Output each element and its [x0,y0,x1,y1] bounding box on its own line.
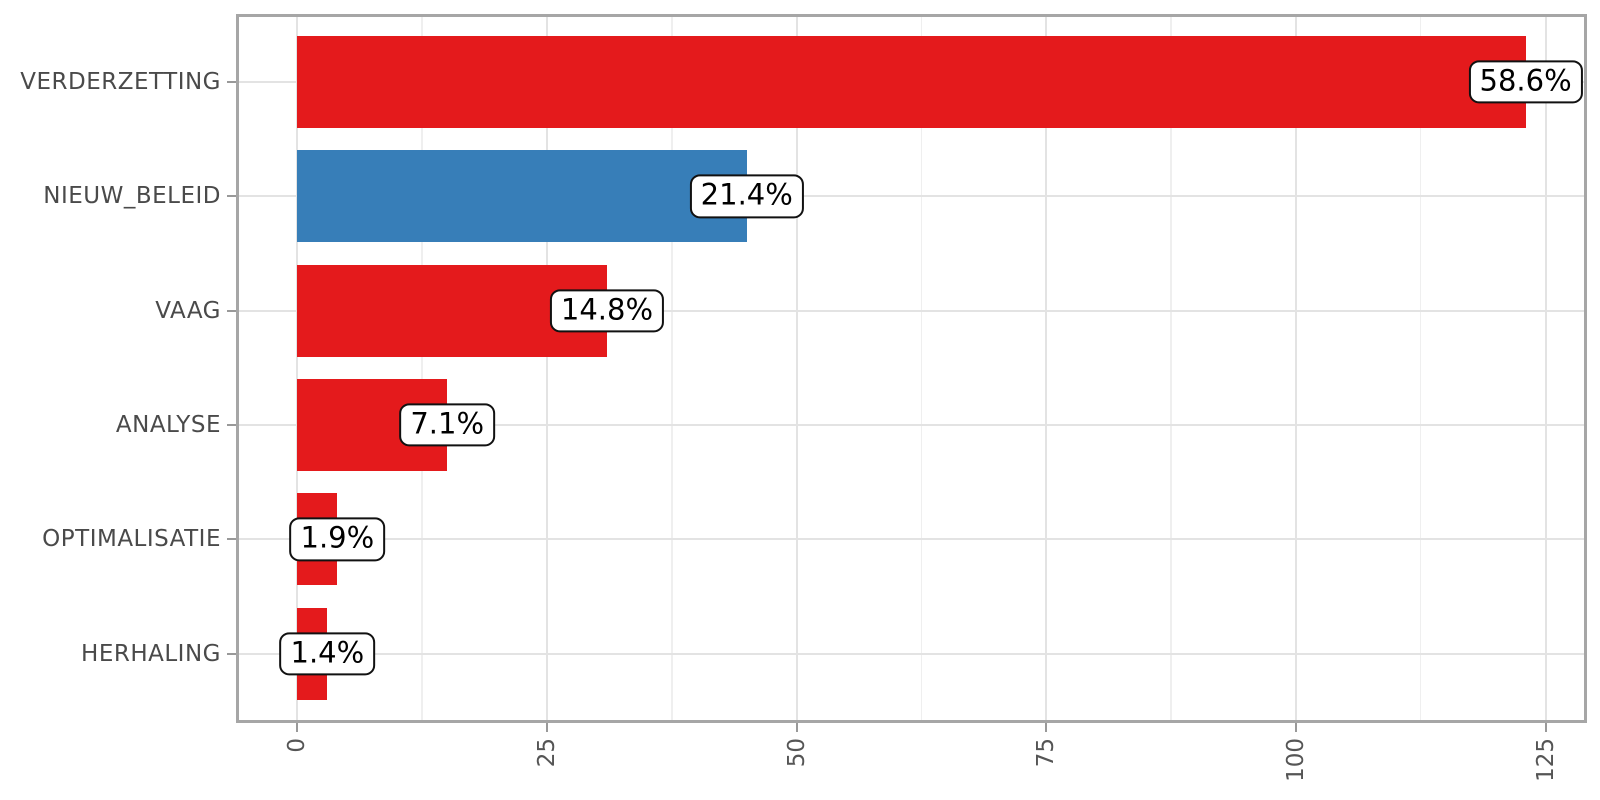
y-axis-label-nieuw_beleid: NIEUW_BELEID [43,183,221,210]
x-axis-tick-label-125: 125 [1532,738,1559,782]
gridline-minor-vertical [1170,17,1172,720]
x-axis-tick-label-100: 100 [1282,738,1309,782]
x-axis-tick-mark [1045,723,1048,732]
value-label-herhaling: 1.4% [279,631,376,676]
y-axis-label-vaag: VAAG [155,297,221,324]
gridline-major-horizontal [239,423,1584,426]
x-axis-tick-mark [795,723,798,732]
x-axis-tick-label-25: 25 [534,738,561,768]
gridline-major-vertical [1045,17,1048,720]
gridline-major-vertical [1544,17,1547,720]
y-axis-label-analyse: ANALYSE [115,411,221,438]
x-axis-tick-label-0: 0 [284,738,311,753]
y-axis-tick-mark [227,309,236,312]
x-axis-tick-label-50: 50 [783,738,810,768]
gridline-major-horizontal [239,538,1584,541]
gridline-minor-vertical [920,17,923,720]
value-label-vaag: 14.8% [549,288,665,333]
y-axis-tick-mark [227,538,236,541]
gridline-minor-vertical [1419,17,1422,720]
value-label-nieuw_beleid: 21.4% [689,174,804,218]
gridline-major-vertical [546,17,549,720]
value-label-optimalisatie: 1.9% [289,517,386,561]
y-axis-tick-mark [227,81,236,83]
y-axis-tick-mark [227,423,236,426]
plot-panel [236,14,1587,723]
gridline-major-horizontal [239,195,1584,198]
gridline-major-horizontal [239,309,1584,312]
y-axis-label-verderzetting: VERDERZETTING [20,69,221,95]
y-axis-tick-mark [227,652,236,655]
y-axis-tick-mark [227,195,236,198]
gridline-major-horizontal [239,652,1584,655]
value-label-verderzetting: 58.6% [1468,60,1583,104]
bar-verderzetting [297,36,1526,128]
gridline-major-vertical [296,17,299,720]
gridline-minor-vertical [421,17,423,720]
x-axis-tick-mark [1294,723,1297,732]
x-axis-tick-mark [296,723,299,732]
y-axis-label-optimalisatie: OPTIMALISATIE [42,526,221,553]
bar-nieuw_beleid [297,150,747,243]
gridline-major-vertical [795,17,798,720]
y-axis-label-herhaling: HERHALING [81,640,221,667]
x-axis-tick-mark [546,723,549,732]
x-axis-tick-mark [1544,723,1547,732]
x-axis-tick-label-75: 75 [1033,738,1060,768]
gridline-minor-vertical [671,17,673,720]
gridline-major-vertical [1294,17,1297,720]
value-label-analyse: 7.1% [399,403,496,447]
